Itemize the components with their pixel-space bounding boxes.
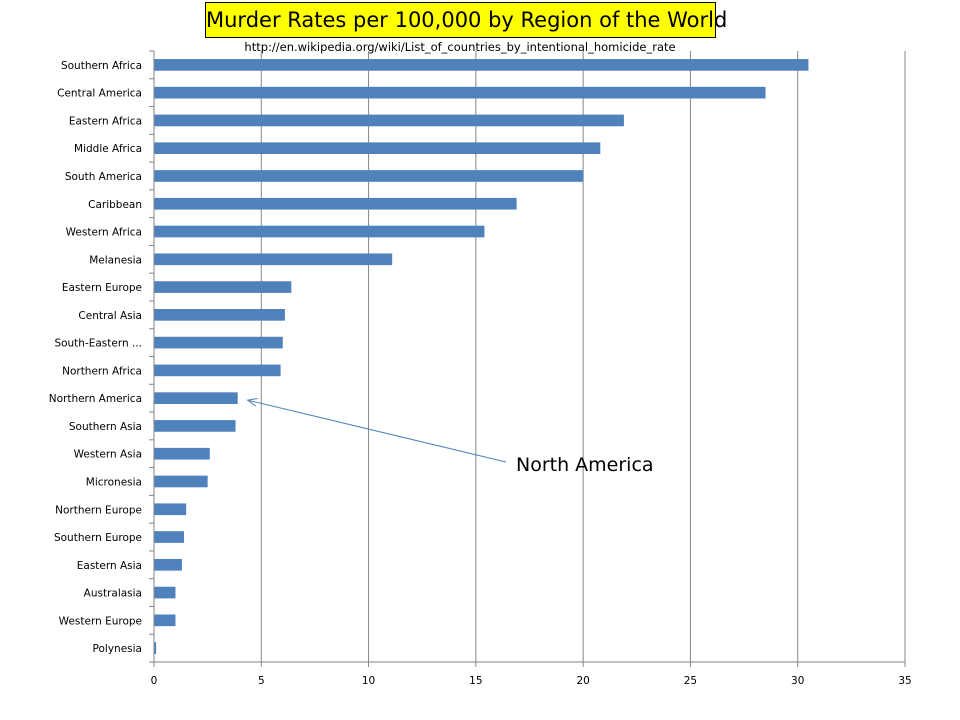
x-tick-labels: 0 5 10 15 20 25 30 35	[151, 675, 912, 687]
category-label: Central America	[57, 88, 142, 100]
category-label: Western Africa	[66, 227, 142, 239]
x-tick-label: 10	[362, 675, 375, 687]
bar	[154, 170, 584, 182]
chart-title: Murder Rates per 100,000 by Region of th…	[205, 2, 727, 38]
bar	[154, 364, 281, 377]
category-label: Eastern Africa	[69, 115, 142, 127]
x-tick-label: 20	[576, 675, 589, 687]
x-tick-label: 30	[791, 675, 804, 687]
bar	[154, 586, 176, 599]
annotation-text: North America	[516, 454, 654, 476]
category-label: Melanesia	[89, 254, 142, 266]
bar	[154, 142, 601, 155]
category-label: Southern Europe	[54, 532, 142, 544]
axes	[149, 50, 906, 667]
bar	[154, 447, 210, 460]
category-label: South America	[65, 171, 142, 183]
bar	[154, 642, 157, 654]
category-label: Caribbean	[88, 199, 142, 211]
bar	[154, 253, 393, 266]
bar	[154, 420, 236, 432]
annotation-arrow-head	[246, 398, 258, 407]
category-label: Polynesia	[93, 643, 142, 655]
category-label: Australasia	[84, 588, 142, 600]
bar	[154, 281, 292, 293]
bar	[154, 309, 285, 321]
bars	[154, 59, 809, 654]
x-tick-label: 35	[898, 675, 911, 687]
bar	[154, 558, 182, 571]
chart-source-url: http://en.wikipedia.org/wiki/List_of_cou…	[244, 40, 676, 54]
annotation: North America	[246, 398, 654, 476]
category-label: Northern Africa	[62, 365, 142, 377]
category-labels: Southern Africa Central America Eastern Af…	[49, 60, 142, 655]
category-label: Northern Europe	[55, 504, 142, 516]
bar	[154, 531, 185, 543]
bar	[154, 475, 208, 488]
bar	[154, 59, 809, 71]
annotation-arrow-line	[247, 399, 507, 463]
category-label: Central Asia	[78, 310, 142, 322]
bar	[154, 114, 624, 127]
category-label: Middle Africa	[74, 143, 142, 155]
bar	[154, 392, 238, 404]
category-label: Eastern Asia	[77, 560, 142, 572]
x-tick-label: 5	[258, 675, 265, 687]
category-label: Western Europe	[59, 615, 142, 627]
category-label: Eastern Europe	[62, 282, 142, 294]
category-label: Micronesia	[86, 476, 142, 488]
category-label: South-Eastern ...	[54, 338, 142, 350]
x-tick-label: 15	[469, 675, 482, 687]
bar	[154, 225, 485, 238]
category-label: Southern Africa	[61, 60, 142, 72]
category-label: Southern Asia	[69, 421, 142, 433]
bar	[154, 336, 283, 349]
x-tick-label: 0	[151, 675, 158, 687]
category-label: Western Asia	[74, 449, 142, 461]
bar	[154, 86, 766, 99]
bar	[154, 614, 176, 627]
bar	[154, 503, 187, 516]
category-label: Northern America	[49, 393, 142, 405]
x-tick-label: 25	[684, 675, 697, 687]
bar	[154, 197, 517, 210]
